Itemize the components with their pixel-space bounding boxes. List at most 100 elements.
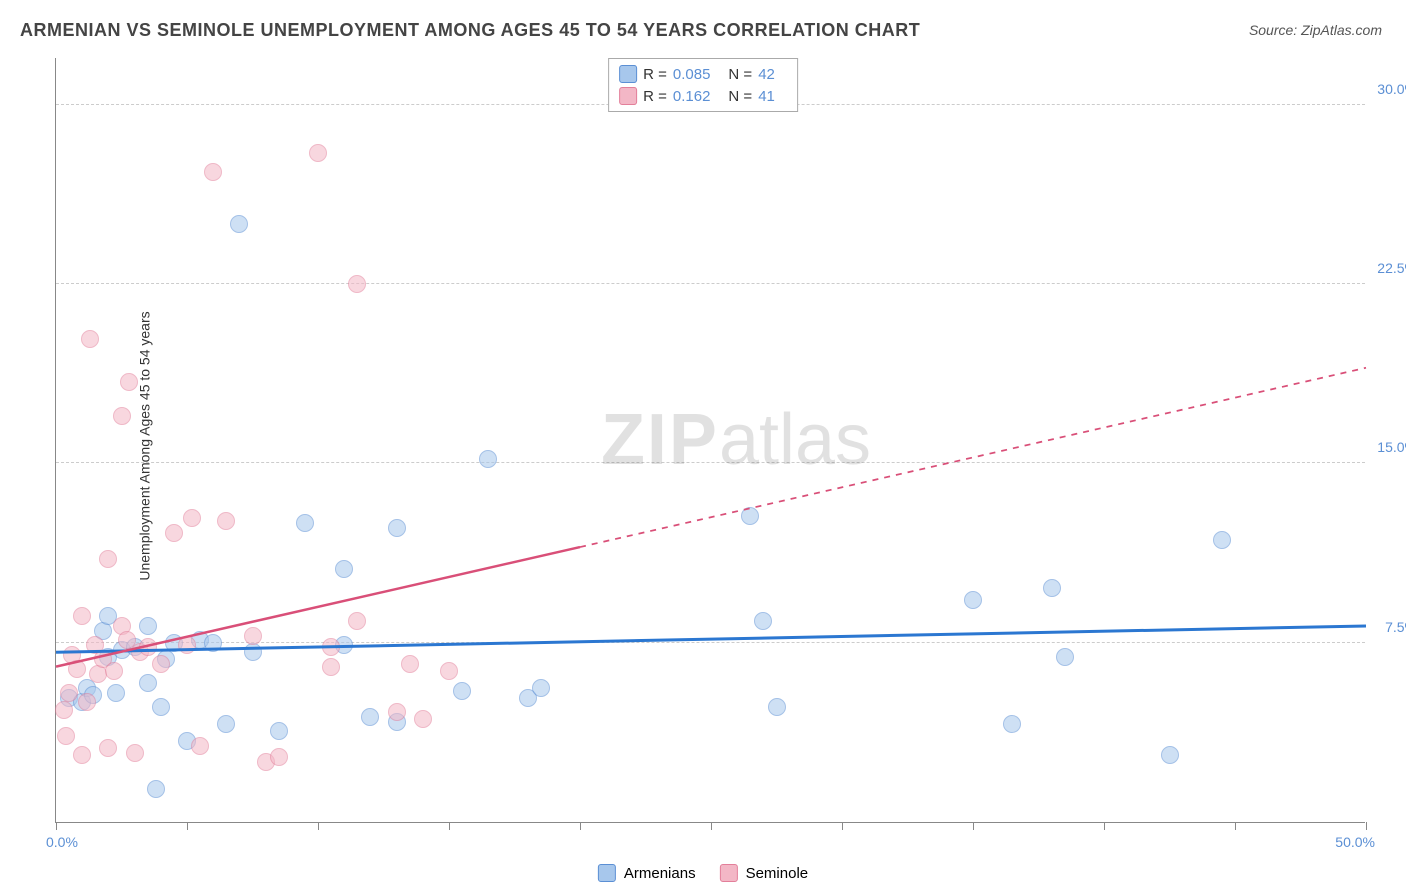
legend-swatch bbox=[598, 864, 616, 882]
source-label: Source: ZipAtlas.com bbox=[1249, 22, 1382, 38]
watermark-zip: ZIP bbox=[601, 400, 719, 480]
n-label: N = bbox=[728, 88, 752, 105]
n-value: 42 bbox=[758, 66, 775, 83]
x-axis-min-label: 0.0% bbox=[46, 834, 78, 850]
scatter-point bbox=[741, 507, 759, 525]
scatter-point bbox=[147, 780, 165, 798]
scatter-point bbox=[479, 450, 497, 468]
scatter-point bbox=[126, 744, 144, 762]
scatter-point bbox=[270, 748, 288, 766]
scatter-point bbox=[55, 701, 73, 719]
scatter-point bbox=[99, 739, 117, 757]
scatter-point bbox=[60, 684, 78, 702]
scatter-point bbox=[68, 660, 86, 678]
y-tick-label: 15.0% bbox=[1377, 439, 1406, 455]
scatter-point bbox=[440, 662, 458, 680]
legend-label: Armenians bbox=[624, 865, 696, 882]
scatter-point bbox=[120, 373, 138, 391]
scatter-point bbox=[296, 514, 314, 532]
watermark-atlas: atlas bbox=[719, 400, 871, 480]
scatter-point bbox=[401, 655, 419, 673]
x-tick bbox=[449, 822, 450, 830]
scatter-point bbox=[244, 627, 262, 645]
scatter-point bbox=[217, 715, 235, 733]
scatter-point bbox=[152, 655, 170, 673]
scatter-point bbox=[964, 591, 982, 609]
scatter-point bbox=[348, 275, 366, 293]
scatter-point bbox=[388, 703, 406, 721]
r-value: 0.085 bbox=[673, 66, 711, 83]
scatter-point bbox=[1161, 746, 1179, 764]
scatter-point bbox=[204, 163, 222, 181]
x-tick bbox=[1235, 822, 1236, 830]
scatter-point bbox=[57, 727, 75, 745]
scatter-point bbox=[139, 617, 157, 635]
scatter-point bbox=[270, 722, 288, 740]
trend-line-dashed bbox=[580, 368, 1366, 547]
legend-swatch bbox=[619, 87, 637, 105]
scatter-point bbox=[414, 710, 432, 728]
scatter-point bbox=[754, 612, 772, 630]
y-tick-label: 7.5% bbox=[1385, 619, 1406, 635]
scatter-point bbox=[388, 519, 406, 537]
x-tick bbox=[56, 822, 57, 830]
chart-container: ARMENIAN VS SEMINOLE UNEMPLOYMENT AMONG … bbox=[0, 0, 1406, 892]
x-tick bbox=[711, 822, 712, 830]
scatter-point bbox=[335, 560, 353, 578]
scatter-point bbox=[183, 509, 201, 527]
x-tick bbox=[318, 822, 319, 830]
scatter-point bbox=[453, 682, 471, 700]
scatter-point bbox=[165, 524, 183, 542]
gridline bbox=[56, 283, 1365, 284]
scatter-point bbox=[1213, 531, 1231, 549]
scatter-point bbox=[322, 658, 340, 676]
x-tick bbox=[580, 822, 581, 830]
scatter-point bbox=[361, 708, 379, 726]
x-tick bbox=[1104, 822, 1105, 830]
scatter-point bbox=[217, 512, 235, 530]
plot-area: ZIPatlas 0.0% 50.0% 7.5%15.0%22.5%30.0% bbox=[55, 58, 1365, 823]
scatter-point bbox=[105, 662, 123, 680]
scatter-point bbox=[1043, 579, 1061, 597]
legend-swatch bbox=[720, 864, 738, 882]
r-value: 0.162 bbox=[673, 88, 711, 105]
scatter-point bbox=[73, 607, 91, 625]
y-tick-label: 30.0% bbox=[1377, 81, 1406, 97]
x-tick bbox=[187, 822, 188, 830]
trend-lines bbox=[56, 57, 1366, 822]
scatter-point bbox=[107, 684, 125, 702]
scatter-point bbox=[178, 636, 196, 654]
legend-swatch bbox=[619, 65, 637, 83]
scatter-point bbox=[152, 698, 170, 716]
n-label: N = bbox=[728, 66, 752, 83]
x-tick bbox=[973, 822, 974, 830]
r-label: R = bbox=[643, 88, 667, 105]
scatter-point bbox=[73, 746, 91, 764]
scatter-point bbox=[113, 407, 131, 425]
scatter-point bbox=[244, 643, 262, 661]
scatter-point bbox=[204, 634, 222, 652]
legend-item: Armenians bbox=[598, 864, 696, 882]
x-tick bbox=[842, 822, 843, 830]
series-legend: Armenians Seminole bbox=[598, 864, 808, 882]
chart-title: ARMENIAN VS SEMINOLE UNEMPLOYMENT AMONG … bbox=[20, 20, 920, 41]
scatter-point bbox=[322, 638, 340, 656]
n-value: 41 bbox=[758, 88, 775, 105]
scatter-point bbox=[348, 612, 366, 630]
scatter-point bbox=[139, 638, 157, 656]
scatter-point bbox=[1056, 648, 1074, 666]
gridline bbox=[56, 462, 1365, 463]
stats-legend-row: R = 0.162 N = 41 bbox=[619, 85, 787, 107]
scatter-point bbox=[81, 330, 99, 348]
y-tick-label: 22.5% bbox=[1377, 260, 1406, 276]
legend-label: Seminole bbox=[746, 865, 809, 882]
scatter-point bbox=[99, 550, 117, 568]
stats-legend-row: R = 0.085 N = 42 bbox=[619, 63, 787, 85]
scatter-point bbox=[1003, 715, 1021, 733]
x-axis-max-label: 50.0% bbox=[1335, 834, 1375, 850]
stats-legend: R = 0.085 N = 42 R = 0.162 N = 41 bbox=[608, 58, 798, 112]
scatter-point bbox=[230, 215, 248, 233]
scatter-point bbox=[191, 737, 209, 755]
r-label: R = bbox=[643, 66, 667, 83]
scatter-point bbox=[532, 679, 550, 697]
